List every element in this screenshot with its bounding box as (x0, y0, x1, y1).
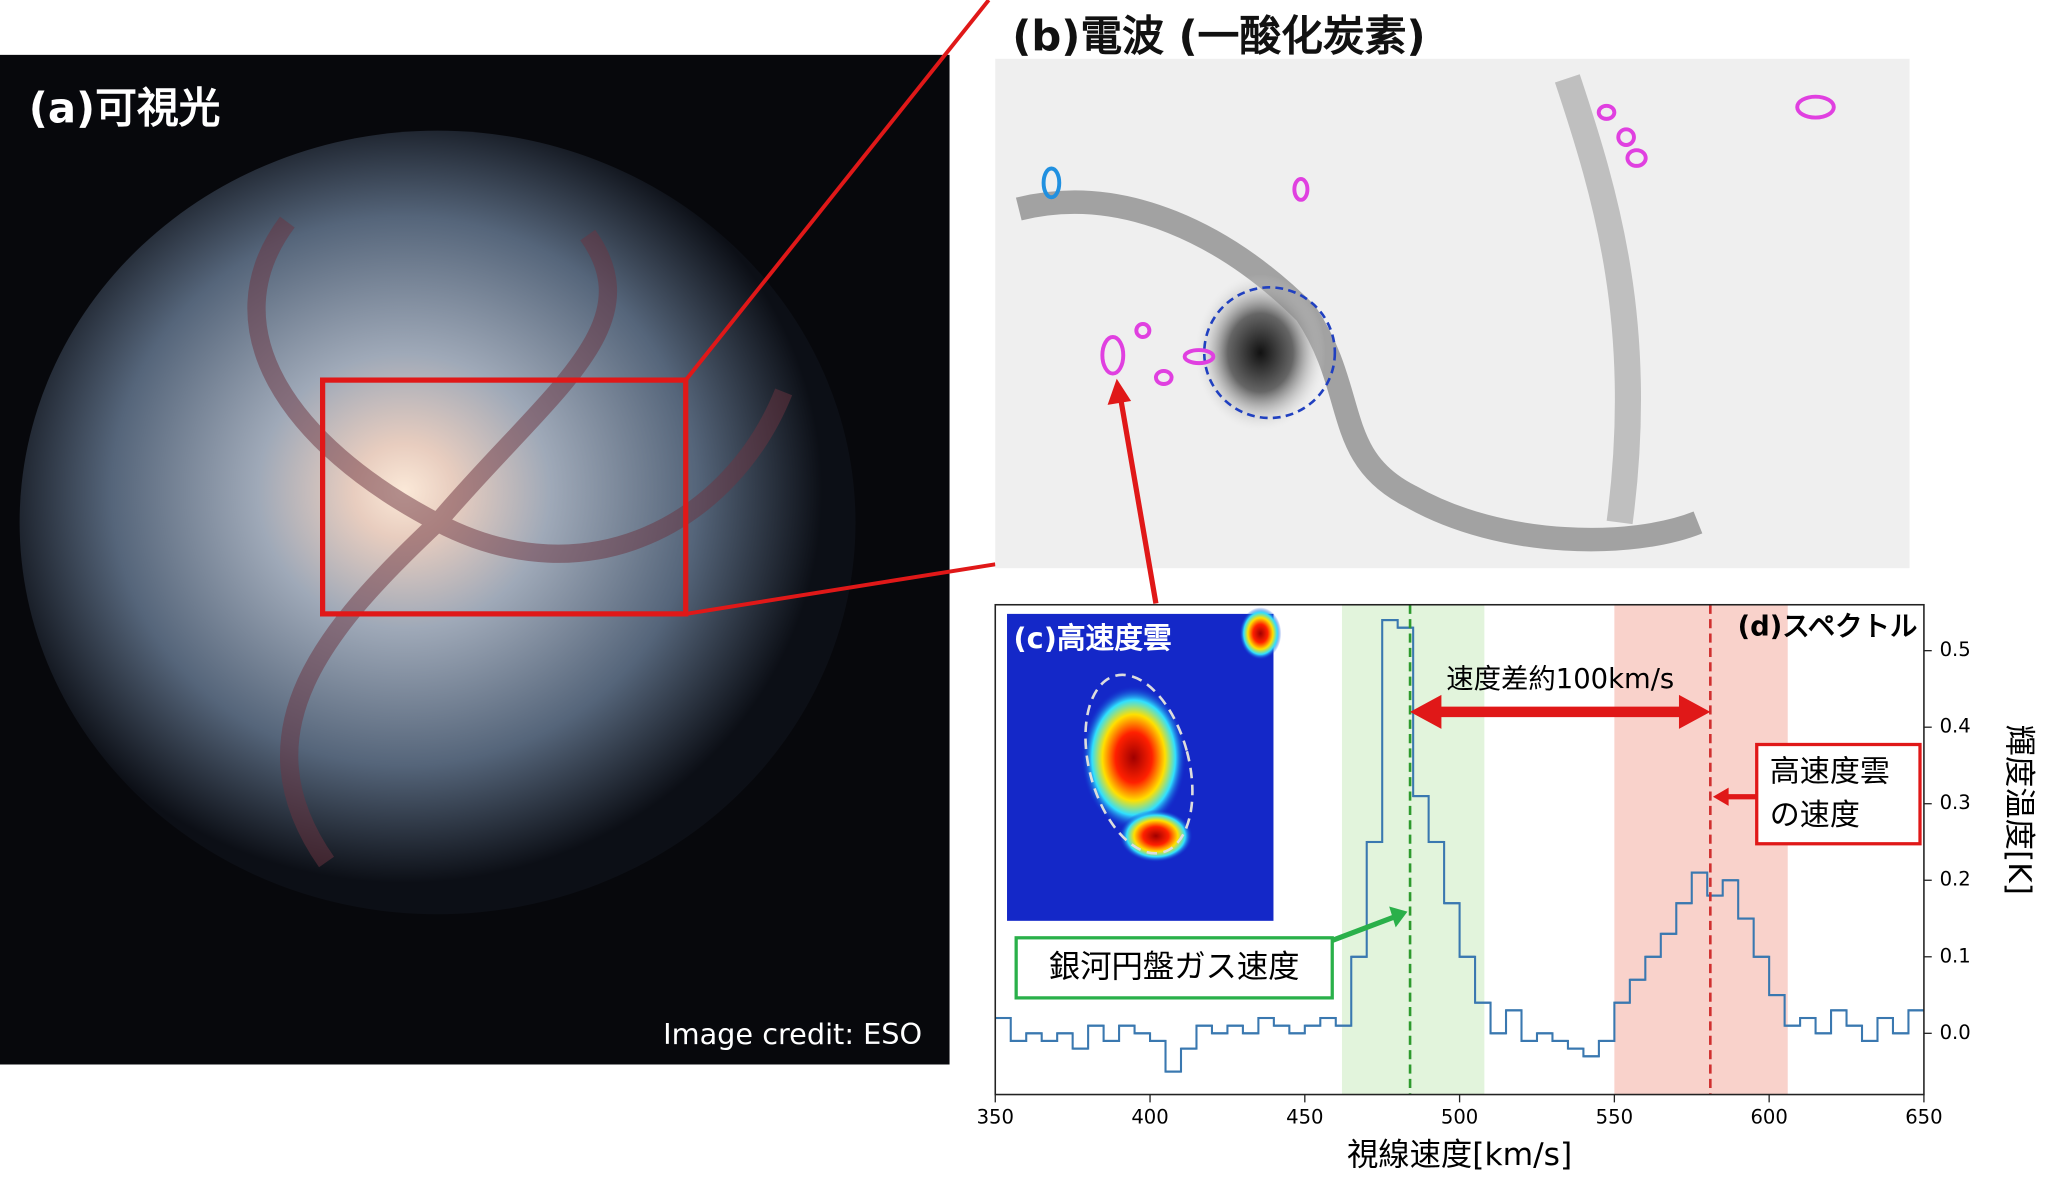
x-tick-label: 600 (1750, 1106, 1787, 1129)
pointer-arrow (1118, 397, 1159, 604)
cloud-markers (1100, 94, 1836, 386)
y-axis-label: 輝度温度[K] (2001, 725, 2037, 895)
arrow-head (1410, 694, 1442, 729)
radio-core (1195, 274, 1326, 432)
x-tick-label: 650 (1905, 1106, 1942, 1129)
x-tick-label: 350 (977, 1106, 1014, 1129)
y-tick-label: 0.1 (1940, 944, 1971, 967)
x-tick-label: 550 (1596, 1106, 1633, 1129)
zoom-line (685, 562, 996, 616)
x-tick-label: 450 (1286, 1106, 1323, 1129)
radio-map (995, 58, 1910, 569)
annotation: 銀河円盤ガス速度 (1049, 949, 1300, 985)
y-tick-label: 0.4 (1940, 715, 1971, 738)
cloud-emission (1081, 685, 1186, 830)
x-tick-label: 500 (1441, 1106, 1478, 1129)
cloud-marker (1041, 166, 1062, 200)
panel-title: (a)可視光 (29, 84, 221, 133)
annotation-box (1014, 936, 1334, 1000)
spiral-arms (247, 216, 793, 868)
zoom-box (320, 377, 689, 617)
arrow-head (1107, 378, 1132, 405)
nucleus-circle (1202, 286, 1337, 420)
radio-arm (1015, 190, 1703, 552)
y-tick-label: 0.5 (1940, 638, 1971, 661)
annotation: の速度 (1770, 798, 1860, 833)
arrow-head (1389, 906, 1408, 928)
panel-title: (c)高速度雲 (1014, 621, 1172, 655)
annotation-arrow (1331, 914, 1396, 943)
x-tick-label: 400 (1131, 1106, 1168, 1129)
cloud-outline (1084, 673, 1194, 855)
arrow-head (1712, 787, 1729, 806)
zoom-line (684, 0, 991, 382)
y-tick-label: 0.2 (1940, 868, 1971, 891)
x-axis-label: 視線速度[km/s] (1347, 1137, 1572, 1173)
step-connector (995, 619, 1924, 1073)
panel-title: (b)電波 (一酸化炭素) (1012, 12, 1425, 61)
cloud-emission (1239, 607, 1282, 660)
annotation: 高速度雲 (1770, 755, 1890, 790)
credit: Image credit: ESO (663, 1017, 922, 1051)
y-tick-label: 0.0 (1940, 1021, 1971, 1044)
annotation: 速度差約100km/s (1446, 664, 1674, 695)
velocity-band (1614, 604, 1788, 1095)
radio-arm (1554, 74, 1642, 525)
arrow-head (1678, 694, 1711, 729)
chart-title: (d)スペクトル (1738, 612, 1918, 643)
plot-frame (994, 603, 1925, 1096)
y-tick-label: 0.3 (1940, 791, 1971, 814)
